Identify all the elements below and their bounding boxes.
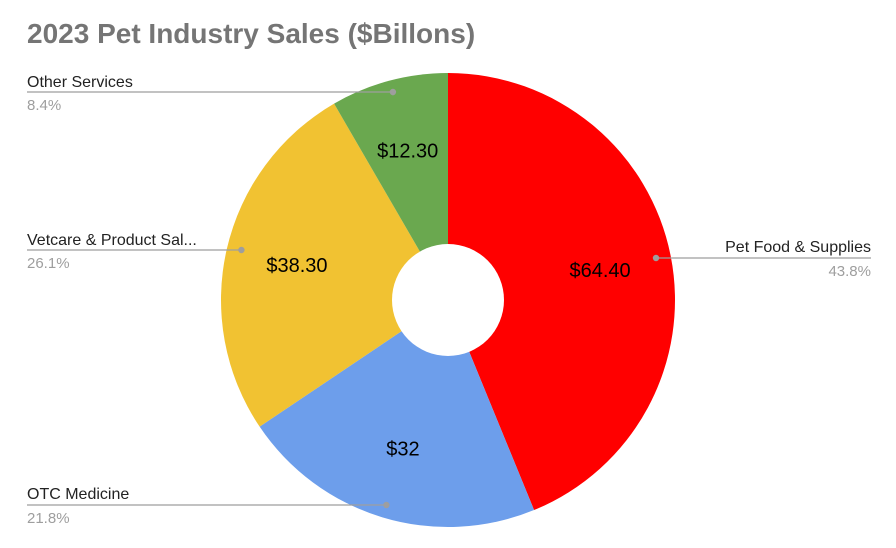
callout-line-other-services: [27, 91, 394, 96]
percent-label-other-services: 8.4%: [27, 97, 61, 114]
labels: $64.40 Pet Food & Supplies 43.8% $32 OTC Med…: [27, 74, 871, 527]
callout-marker-other-services: [389, 88, 397, 96]
slice-otc-medicine: [259, 300, 535, 527]
chart-title: 2023 Pet Industry Sales ($Billons): [27, 18, 476, 49]
value-label-otc-medicine: $32: [386, 438, 419, 460]
slice-other-services: [334, 73, 448, 300]
percent-label-otc-medicine: 21.8%: [27, 510, 70, 527]
category-label-otc-medicine: OTC Medicine: [27, 486, 129, 503]
callout-line-pet-food-supplies: [655, 257, 871, 260]
callout-marker-pet-food-supplies: [652, 254, 660, 262]
value-label-other-services: $12.30: [377, 140, 438, 162]
category-label-other-services: Other Services: [27, 74, 133, 91]
callout-line-otc-medicine: [27, 502, 387, 506]
callout-marker-otc-medicine: [383, 501, 390, 509]
percent-label-pet-food-supplies: 43.8%: [828, 263, 871, 280]
category-label-pet-food-supplies: Pet Food & Supplies: [725, 239, 871, 256]
value-label-pet-food-supplies: $64.40: [569, 260, 630, 282]
slice-pet-food-supplies: [448, 73, 675, 511]
value-label-vetcare-product-sal: $38.30: [266, 255, 327, 277]
donut-hole: [392, 244, 504, 356]
category-label-vetcare-product-sal: Vetcare & Product Sal...: [27, 232, 197, 249]
slice-vetcare-product-sal: [220, 103, 448, 427]
percent-label-vetcare-product-sal: 26.1%: [27, 255, 70, 272]
callout-marker-vetcare-product-sal: [238, 246, 245, 254]
slices: [220, 73, 675, 527]
callout-line-vetcare-product-sal: [27, 249, 243, 253]
